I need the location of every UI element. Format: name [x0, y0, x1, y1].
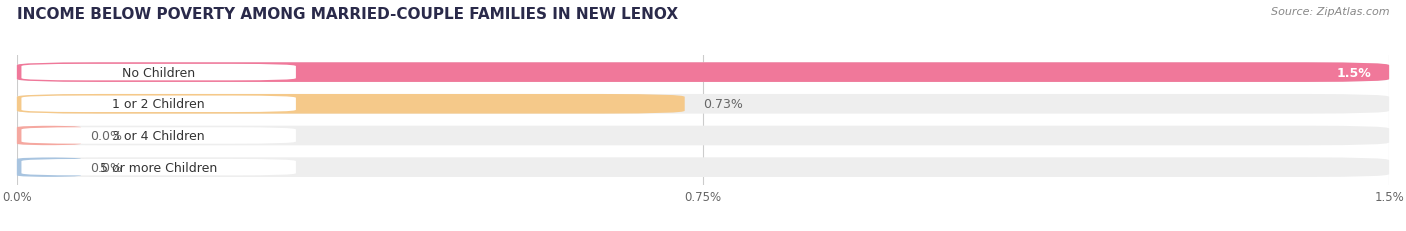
Text: 3 or 4 Children: 3 or 4 Children	[112, 129, 205, 142]
FancyBboxPatch shape	[21, 128, 295, 144]
Text: 0.73%: 0.73%	[703, 98, 742, 111]
FancyBboxPatch shape	[21, 159, 295, 176]
FancyBboxPatch shape	[17, 126, 1389, 146]
Text: 1 or 2 Children: 1 or 2 Children	[112, 98, 205, 111]
Text: No Children: No Children	[122, 66, 195, 79]
FancyBboxPatch shape	[17, 126, 82, 146]
Text: 0.0%: 0.0%	[90, 129, 122, 142]
Text: 1.5%: 1.5%	[1336, 66, 1371, 79]
Text: INCOME BELOW POVERTY AMONG MARRIED-COUPLE FAMILIES IN NEW LENOX: INCOME BELOW POVERTY AMONG MARRIED-COUPL…	[17, 7, 678, 22]
Text: Source: ZipAtlas.com: Source: ZipAtlas.com	[1271, 7, 1389, 17]
FancyBboxPatch shape	[17, 94, 1389, 114]
FancyBboxPatch shape	[21, 96, 295, 112]
FancyBboxPatch shape	[21, 65, 295, 81]
FancyBboxPatch shape	[17, 63, 1389, 82]
FancyBboxPatch shape	[17, 94, 685, 114]
FancyBboxPatch shape	[17, 158, 82, 177]
Text: 0.0%: 0.0%	[90, 161, 122, 174]
FancyBboxPatch shape	[17, 63, 1389, 82]
Text: 5 or more Children: 5 or more Children	[100, 161, 218, 174]
FancyBboxPatch shape	[17, 158, 1389, 177]
